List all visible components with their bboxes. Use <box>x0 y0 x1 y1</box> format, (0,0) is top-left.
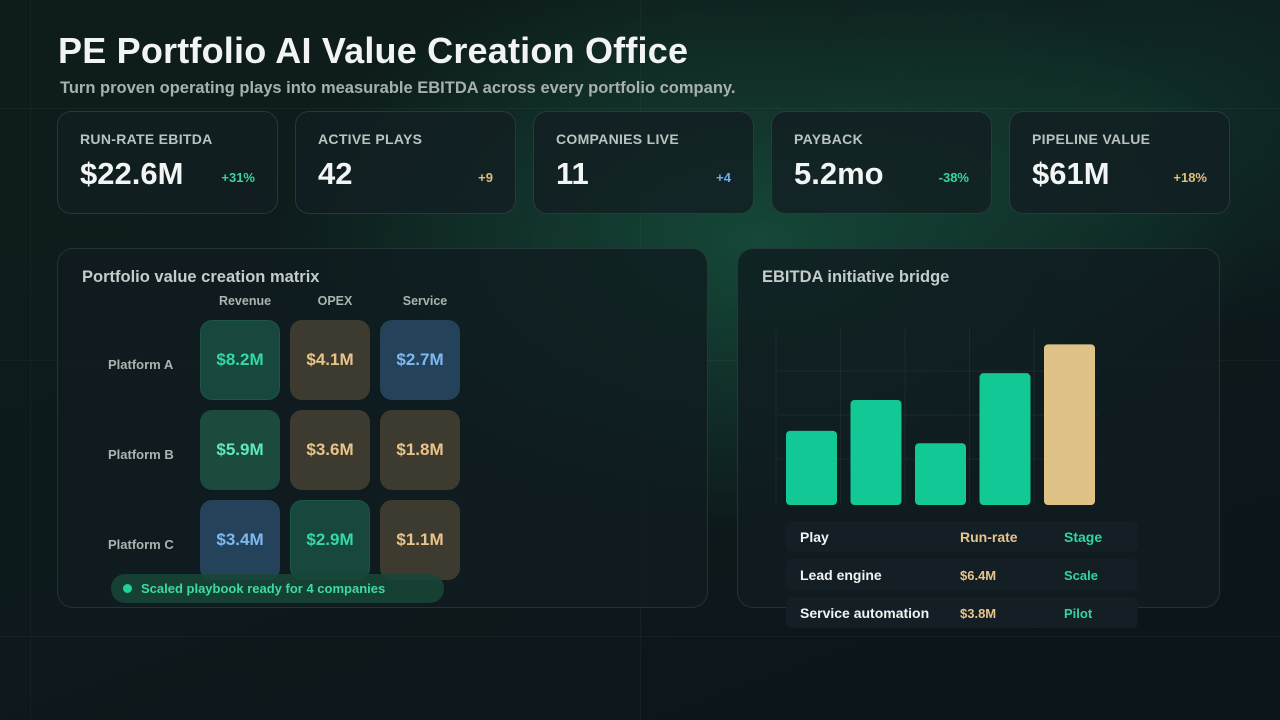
kpi-label: RUN-RATE EBITDA <box>80 131 213 147</box>
chart-bar[interactable] <box>786 430 837 505</box>
table-cell-run-rate: $6.4M <box>960 568 997 583</box>
panel-title: Portfolio value creation matrix <box>82 268 320 286</box>
matrix-column-header: Revenue <box>218 294 272 308</box>
table-cell-run-rate: $3.8M <box>960 606 997 621</box>
background-gridline <box>0 636 1280 637</box>
kpi-card-pipeline-value[interactable]: PIPELINE VALUE $61M +18% <box>1009 111 1230 214</box>
matrix-column-header: Service <box>402 294 448 308</box>
table-cell-stage: Pilot <box>1064 606 1093 621</box>
table-cell-play: Service automation <box>800 605 930 621</box>
kpi-value: $61M <box>1032 156 1110 191</box>
ebitda-bridge-chart <box>775 329 1098 505</box>
kpi-delta: +9 <box>478 170 493 185</box>
matrix-cell[interactable]: $3.6M <box>290 410 370 490</box>
kpi-label: ACTIVE PLAYS <box>318 131 423 147</box>
initiative-table: Play Run-rate Stage Lead engine $6.4M Sc… <box>786 521 1138 635</box>
playbook-status-pill: Scaled playbook ready for 4 companies <box>111 574 444 603</box>
kpi-label: PIPELINE VALUE <box>1032 131 1151 147</box>
kpi-label: COMPANIES LIVE <box>556 131 679 147</box>
chart-bar[interactable] <box>979 373 1031 505</box>
chart-bar[interactable] <box>915 443 966 505</box>
background-gridline <box>0 108 1280 109</box>
page-subtitle: Turn proven operating plays into measura… <box>60 79 736 97</box>
table-header-play: Play <box>800 529 829 545</box>
kpi-card-payback[interactable]: PAYBACK 5.2mo -38% <box>771 111 992 214</box>
table-header-row: Play Run-rate Stage <box>786 521 1138 552</box>
matrix-cell[interactable]: $2.7M <box>380 320 460 400</box>
kpi-card-run-rate-ebitda[interactable]: RUN-RATE EBITDA $22.6M +31% <box>57 111 278 214</box>
table-cell-stage: Scale <box>1064 568 1098 583</box>
kpi-label: PAYBACK <box>794 131 864 147</box>
table-row[interactable]: Service automation $3.8M Pilot <box>786 597 1138 628</box>
kpi-value: 5.2mo <box>794 156 884 191</box>
table-cell-play: Lead engine <box>800 567 882 583</box>
panel-title: EBITDA initiative bridge <box>762 268 950 286</box>
matrix-cell[interactable]: $1.1M <box>380 500 460 580</box>
kpi-delta: +31% <box>221 170 255 185</box>
status-text: Scaled playbook ready for 4 companies <box>141 581 386 596</box>
matrix-cell[interactable]: $3.4M <box>200 500 280 580</box>
kpi-value: 11 <box>556 156 589 191</box>
kpi-card-companies-live[interactable]: COMPANIES LIVE 11 +4 <box>533 111 754 214</box>
status-dot-icon <box>123 584 132 593</box>
matrix-column-header: OPEX <box>317 294 353 308</box>
table-header-run-rate: Run-rate <box>960 529 1018 545</box>
table-header-stage: Stage <box>1064 529 1103 545</box>
matrix-cell[interactable]: $2.9M <box>290 500 370 580</box>
matrix-row-header: Platform B <box>108 447 174 462</box>
matrix-row-header: Platform C <box>108 537 174 552</box>
matrix-cell[interactable]: $8.2M <box>200 320 280 400</box>
kpi-value: $22.6M <box>80 156 184 191</box>
matrix-cell[interactable]: $5.9M <box>200 410 280 490</box>
page-title: PE Portfolio AI Value Creation Office <box>58 30 689 71</box>
kpi-card-active-plays[interactable]: ACTIVE PLAYS 42 +9 <box>295 111 516 214</box>
kpi-delta: +4 <box>716 170 731 185</box>
chart-bar[interactable] <box>850 399 902 505</box>
kpi-delta: -38% <box>938 170 969 185</box>
kpi-value: 42 <box>318 156 353 191</box>
matrix-cell[interactable]: $4.1M <box>290 320 370 400</box>
kpi-delta: +18% <box>1173 170 1207 185</box>
table-row[interactable]: Lead engine $6.4M Scale <box>786 559 1138 590</box>
matrix-row-header: Platform A <box>108 357 174 372</box>
chart-bar[interactable] <box>1044 344 1095 505</box>
matrix-cell[interactable]: $1.8M <box>380 410 460 490</box>
value-creation-matrix-panel: Portfolio value creation matrix Revenue … <box>57 248 708 608</box>
